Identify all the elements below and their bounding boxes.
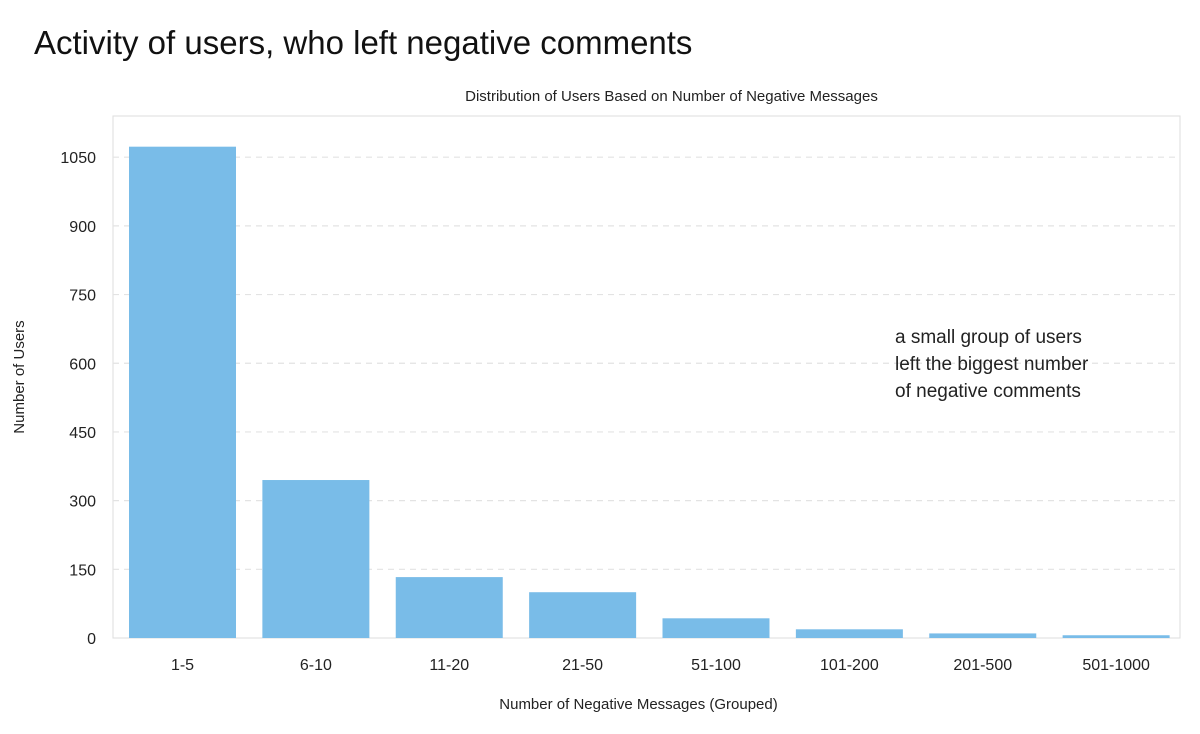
x-tick-label: 101-200 [820,657,879,674]
y-tick-label: 750 [69,288,96,305]
annotation: a small group of users left the biggest n… [895,327,1089,402]
bars [129,146,1170,638]
x-tick-label: 11-20 [429,657,469,674]
bar-21-50 [529,592,637,638]
chart-title: Distribution of Users Based on Number of… [465,88,878,105]
y-tick-label: 450 [69,425,96,442]
x-tick-label: 1-5 [171,657,194,674]
bar-6-10 [262,480,370,638]
y-axis-title: Number of Users [11,320,28,433]
annotation-line: left the biggest number [895,354,1089,375]
plot-frame [112,115,1181,639]
y-tick-label: 600 [69,356,96,373]
x-tick-label: 201-500 [953,657,1012,674]
annotation-line: of negative comments [895,381,1081,402]
annotation-line: a small group of users [895,327,1082,348]
y-axis-ticks: 0 150 300 450 600 750 900 1050 [60,150,96,648]
x-tick-label: 501-1000 [1082,657,1150,674]
bar-101-200 [795,629,903,638]
bar-501-1000 [1062,635,1170,638]
bar-51-100 [662,618,770,638]
bar-11-20 [395,577,503,638]
x-axis-title: Number of Negative Messages (Grouped) [499,696,777,713]
x-tick-label: 6-10 [300,657,332,674]
x-tick-label: 51-100 [691,657,741,674]
y-tick-label: 150 [69,562,96,579]
page-title: Activity of users, who left negative com… [34,24,693,61]
y-tick-label: 1050 [60,150,96,167]
x-tick-label: 21-50 [562,657,603,674]
bar-201-500 [929,633,1037,638]
y-tick-label: 900 [69,219,96,236]
bar-1-5 [129,146,236,638]
x-axis-ticks: 1-5 6-10 11-20 21-50 51-100 101-200 201-500 501… [171,657,1150,674]
y-tick-label: 0 [87,631,96,648]
y-tick-label: 300 [69,494,96,511]
